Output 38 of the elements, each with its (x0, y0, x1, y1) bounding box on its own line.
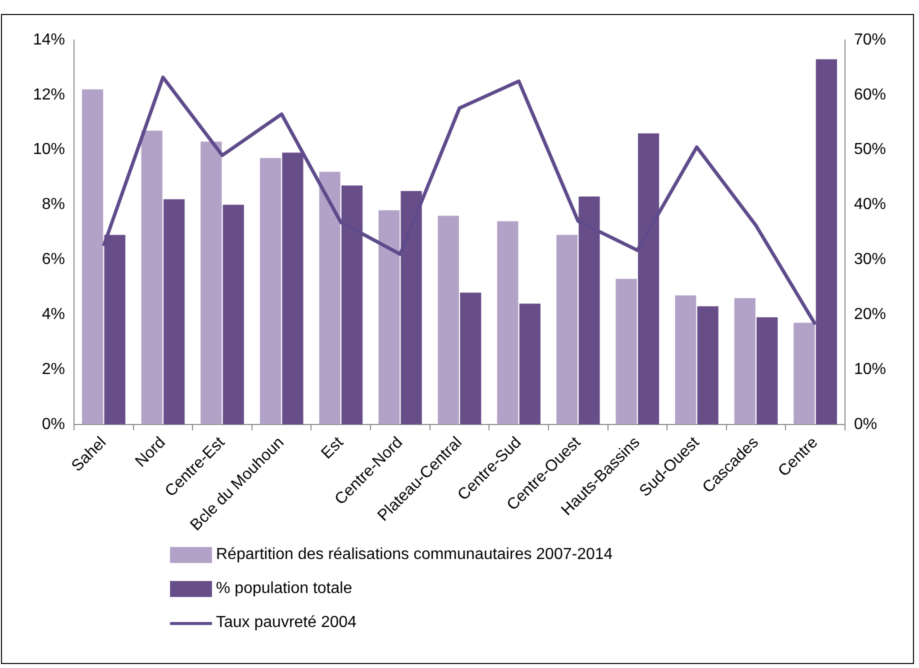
bar (756, 317, 778, 424)
bar (556, 234, 578, 424)
y2-tick-label: 10% (854, 360, 886, 378)
legend-label: % population totale (216, 580, 352, 598)
y-tick-label: 12% (32, 86, 66, 104)
bar (794, 322, 815, 424)
y2-tick-label: 20% (854, 306, 886, 323)
bar (460, 292, 482, 424)
y-tick-label: 4% (42, 306, 66, 323)
y-tick-label: 14% (32, 31, 66, 48)
bar (260, 158, 282, 424)
bar (497, 221, 518, 424)
y-tick-label: 2% (42, 360, 66, 378)
bar (734, 298, 756, 424)
bar (378, 210, 400, 424)
y2-tick-label: 40% (854, 196, 886, 214)
y-tick-label: 8% (42, 196, 66, 214)
bar (200, 142, 222, 424)
bar (319, 172, 340, 424)
y2-tick-label: 30% (854, 251, 886, 268)
y-tick-label: 10% (32, 141, 66, 158)
y2-tick-label: 60% (854, 86, 886, 104)
y2-tick-label: 70% (854, 31, 886, 48)
bar (438, 216, 459, 424)
y-tick-label: 6% (42, 251, 66, 268)
y2-tick-label: 50% (854, 141, 886, 158)
bar (164, 199, 185, 424)
bar (616, 278, 637, 424)
y2-tick-label: 0% (854, 416, 878, 433)
legend-label: Répartition des réalisations communautaires 2007-2014 (216, 546, 613, 564)
y-tick-label: 0% (42, 416, 66, 433)
bar (675, 295, 696, 424)
bar (697, 306, 718, 424)
bar (82, 89, 104, 424)
bar (222, 204, 244, 424)
legend-label: Taux pauvreté 2004 (216, 614, 357, 632)
bar (519, 304, 540, 424)
bar (141, 130, 162, 424)
